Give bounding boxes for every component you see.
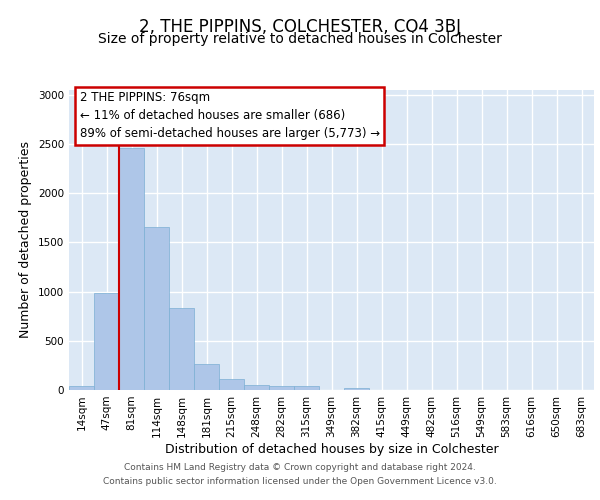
- Text: Contains HM Land Registry data © Crown copyright and database right 2024.: Contains HM Land Registry data © Crown c…: [124, 464, 476, 472]
- Text: Size of property relative to detached houses in Colchester: Size of property relative to detached ho…: [98, 32, 502, 46]
- Bar: [219, 378, 244, 390]
- Bar: [294, 386, 319, 390]
- Bar: [94, 292, 119, 390]
- Bar: [144, 226, 169, 390]
- X-axis label: Distribution of detached houses by size in Colchester: Distribution of detached houses by size …: [164, 442, 499, 456]
- Bar: [269, 386, 294, 390]
- Bar: [344, 388, 369, 390]
- Bar: [169, 308, 194, 390]
- Text: 2, THE PIPPINS, COLCHESTER, CO4 3BJ: 2, THE PIPPINS, COLCHESTER, CO4 3BJ: [139, 18, 461, 36]
- Bar: [194, 364, 219, 390]
- Text: Contains public sector information licensed under the Open Government Licence v3: Contains public sector information licen…: [103, 477, 497, 486]
- Text: 2 THE PIPPINS: 76sqm
← 11% of detached houses are smaller (686)
89% of semi-deta: 2 THE PIPPINS: 76sqm ← 11% of detached h…: [79, 92, 380, 140]
- Bar: [119, 148, 144, 390]
- Bar: [244, 385, 269, 390]
- Y-axis label: Number of detached properties: Number of detached properties: [19, 142, 32, 338]
- Bar: [69, 386, 94, 390]
